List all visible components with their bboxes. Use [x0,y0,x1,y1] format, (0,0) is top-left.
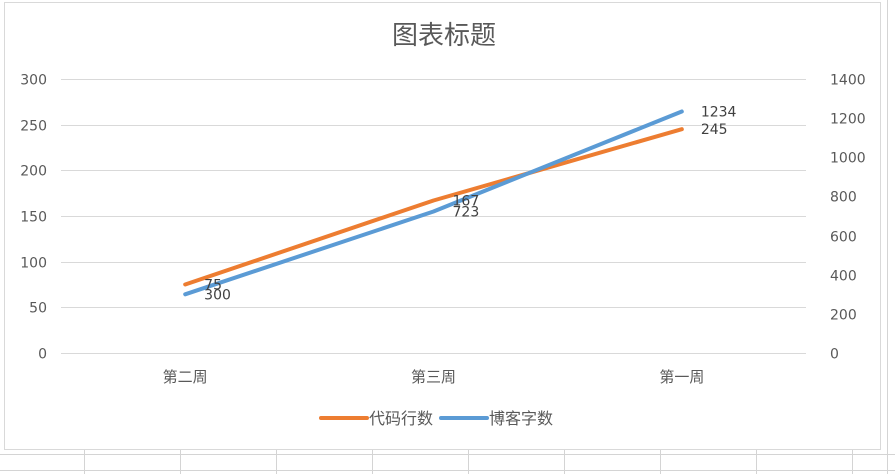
series-line[interactable] [183,127,684,287]
left-axis-tick-label: 300 [20,73,47,89]
data-label: 75 [204,278,222,294]
right-axis-tick-label: 1000 [830,151,866,167]
data-label: 723 [453,204,480,220]
category-axis: 第二周 第三周 第一周 [163,368,705,386]
data-label: 245 [701,122,728,138]
gridlines [61,79,806,354]
category-label: 第三周 [411,368,456,386]
category-label: 第二周 [163,368,208,386]
data-label: 300 [204,287,231,303]
legend-label: 博客字数 [489,409,553,428]
series [183,109,684,297]
left-axis-tick-label: 200 [20,164,47,180]
chart-area[interactable]: 图表标题 0 50 100 150 200 250 300 0 200 400 600 800 100… [4,2,881,450]
left-axis-tick-label: 150 [20,210,47,226]
series-line[interactable] [183,109,684,297]
left-axis-tick-label: 250 [20,119,47,135]
right-axis-tick-label: 800 [830,190,857,206]
line-chart: 图表标题 0 50 100 150 200 250 300 0 200 400 600 800 100… [20,21,866,428]
right-axis-tick-label: 600 [830,230,857,246]
right-axis-tick-label: 400 [830,269,857,285]
category-label: 第一周 [659,368,704,386]
legend: 代码行数 博客字数 [319,409,553,428]
right-axis-tick-label: 1400 [830,73,866,89]
right-axis-tick-label: 200 [830,308,857,324]
right-axis-tick-label: 0 [830,347,839,363]
legend-label: 代码行数 [369,409,433,428]
right-axis: 0 200 400 600 800 1000 1200 1400 [830,73,866,363]
chart-title: 图表标题 [392,21,496,51]
left-axis-tick-label: 50 [29,301,47,317]
data-label: 1234 [701,104,737,120]
left-axis-tick-label: 0 [38,347,47,363]
data-labels: 75 167 245 300 723 1234 [204,104,736,303]
right-axis-tick-label: 1200 [830,112,866,128]
left-axis-tick-label: 100 [20,256,47,272]
data-label: 167 [453,193,480,209]
left-axis: 0 50 100 150 200 250 300 [20,73,47,363]
